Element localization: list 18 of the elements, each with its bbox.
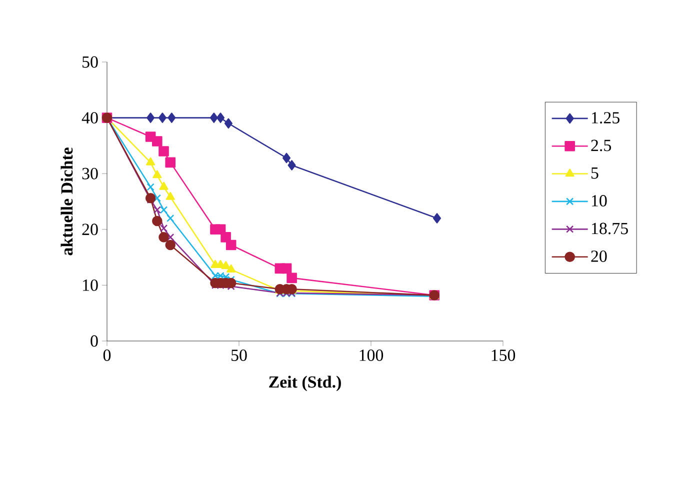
x-tick-label: 150 bbox=[492, 350, 516, 361]
x-tick-label: 50 bbox=[232, 350, 247, 361]
legend-label: 1.25 bbox=[592, 112, 620, 124]
y-tick-label: 40 bbox=[82, 112, 98, 124]
y-tick-label: 30 bbox=[82, 168, 98, 180]
y-tick-label: 50 bbox=[82, 56, 98, 68]
y-tick-label: 20 bbox=[82, 224, 98, 236]
legend-label: 20 bbox=[591, 250, 607, 262]
legend-label: 18.75 bbox=[592, 222, 628, 234]
legend-label: 2.5 bbox=[591, 140, 611, 152]
y-axis-title: aktuelle Dichte bbox=[60, 148, 73, 256]
x-axis-title: Zeit (Std.) bbox=[269, 376, 341, 392]
y-tick-label: 0 bbox=[90, 335, 98, 347]
x-tick-label: 100 bbox=[360, 350, 384, 361]
y-tick-label: 10 bbox=[83, 279, 98, 291]
x-tick-label: 0 bbox=[103, 350, 111, 361]
legend-label: 5 bbox=[591, 167, 598, 179]
legend-label: 10 bbox=[592, 195, 607, 206]
